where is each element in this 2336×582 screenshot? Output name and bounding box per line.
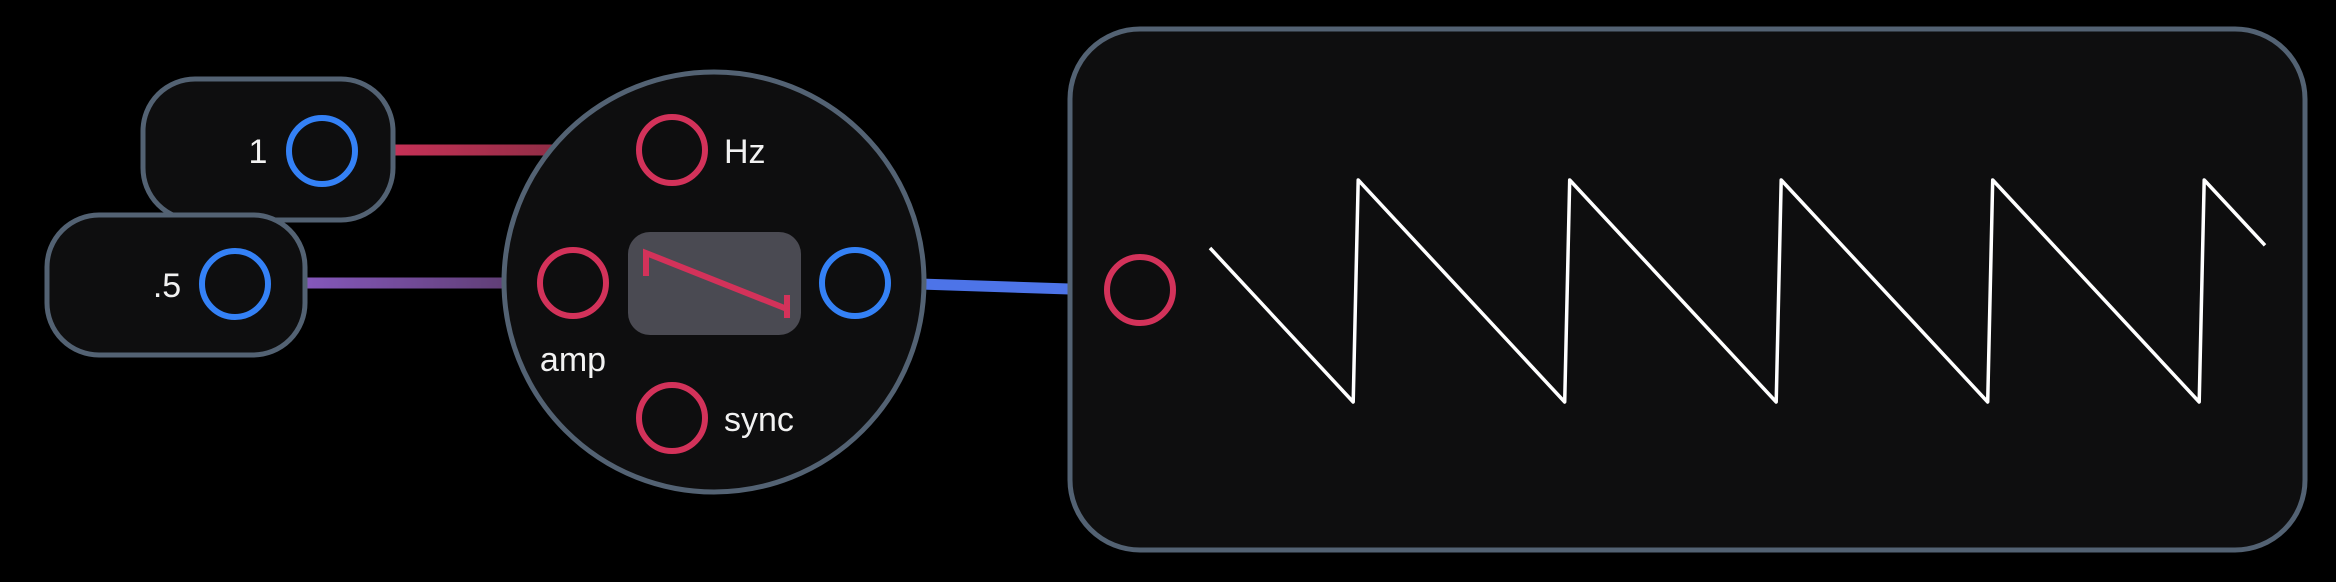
- hz-input-port[interactable]: [636, 114, 708, 186]
- oscillator-node[interactable]: Hz amp sync: [501, 69, 927, 495]
- constant-node-1-output-port[interactable]: [286, 115, 358, 187]
- scope-input-port[interactable]: [1104, 254, 1176, 326]
- scope-node-body[interactable]: [1067, 26, 2308, 553]
- hz-input-label: Hz: [724, 133, 766, 171]
- sawtooth-glyph: [643, 248, 790, 318]
- constant-node-1[interactable]: 1: [140, 76, 396, 223]
- sync-input-label: sync: [724, 401, 794, 439]
- sync-input-port[interactable]: [636, 382, 708, 454]
- constant-node-05[interactable]: .5: [44, 212, 308, 358]
- constant-node-05-output-port[interactable]: [199, 248, 271, 320]
- constant-node-05-value: .5: [153, 267, 181, 305]
- amp-input-port[interactable]: [537, 247, 609, 319]
- oscillator-output-port[interactable]: [819, 247, 891, 319]
- scope-waveform-trace: [1208, 178, 2267, 404]
- constant-node-1-value: 1: [249, 133, 268, 171]
- sawtooth-waveform-icon[interactable]: [628, 232, 801, 335]
- scope-node[interactable]: [1067, 26, 2308, 553]
- amp-input-label: amp: [540, 341, 606, 379]
- waveform-selector-button[interactable]: [628, 232, 801, 335]
